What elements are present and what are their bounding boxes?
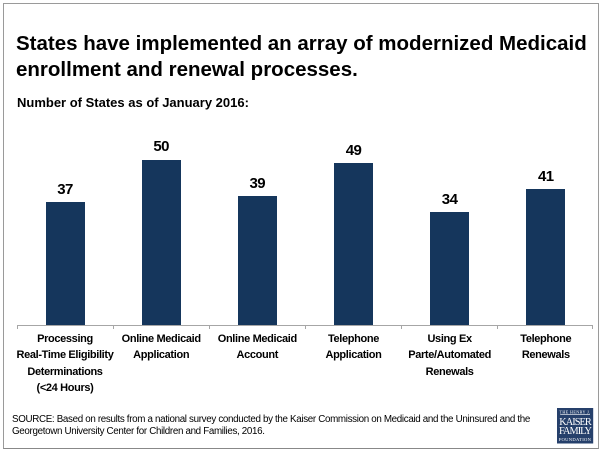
svg-text:FOUNDATION: FOUNDATION [558, 437, 591, 442]
svg-text:KAISER: KAISER [559, 417, 592, 428]
svg-text:FAMILY: FAMILY [559, 426, 592, 437]
svg-text:THE HENRY J.: THE HENRY J. [559, 410, 590, 415]
